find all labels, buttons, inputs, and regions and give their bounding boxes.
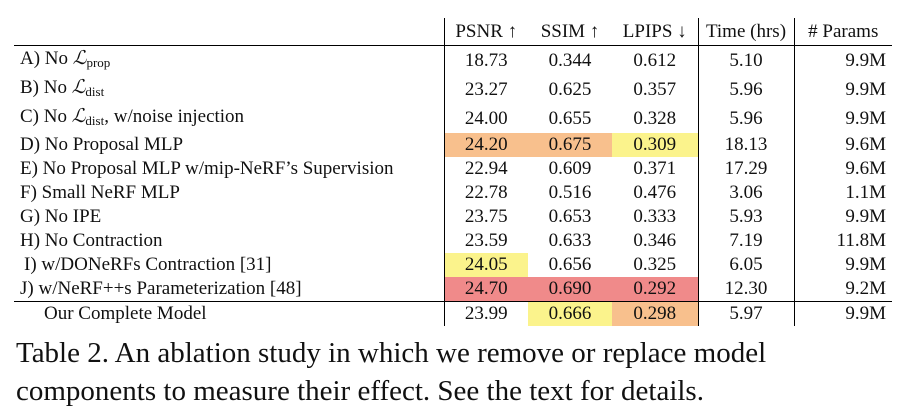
table-row: J) w/NeRF++s Parameterization [48] 24.70 0… (14, 277, 892, 302)
cell-ssim: 0.609 (548, 158, 592, 179)
row-label: I) w/DONeRFs Contraction [31] (24, 254, 272, 275)
row-label: F) Small NeRF MLP (20, 182, 180, 203)
cell-psnr: 23.27 (443, 75, 528, 104)
row-label: C) No ℒdist, w/noise injection (14, 104, 444, 133)
cell-time: 5.97 (697, 301, 794, 326)
row-label: J) w/NeRF++s Parameterization [48] (20, 278, 302, 299)
cell-lpips: 0.357 (633, 78, 677, 100)
cell-time: 12.30 (697, 277, 794, 302)
cell-time: 3.06 (697, 181, 794, 205)
cell-psnr: 24.05 (443, 253, 528, 277)
row-label: A) No ℒprop (14, 46, 444, 76)
cell-ssim: 0.675 (528, 133, 612, 157)
cell-lpips: 0.612 (633, 49, 677, 71)
cell-ssim: 0.516 (548, 182, 592, 203)
cell-psnr: 24.00 (443, 104, 528, 133)
cell-params: 9.9M (793, 253, 892, 277)
table-row: F) Small NeRF MLP 22.78 0.516 0.476 3.06 1.1M (14, 181, 892, 205)
cell-params: 1.1M (793, 181, 892, 205)
cell-lpips: 0.371 (633, 158, 677, 179)
label-text: A) No (20, 48, 73, 69)
header-lpips: LPIPS ↓ (612, 18, 698, 46)
cell-psnr: 22.78 (443, 181, 528, 205)
cell-params: 9.2M (793, 277, 892, 302)
cell-lpips: 0.346 (633, 230, 677, 251)
label-text: B) No (20, 77, 72, 98)
loss-subscript: dist (85, 113, 105, 128)
header-row: PSNR ↑ SSIM ↑ LPIPS ↓ Time (hrs) # Param… (14, 18, 892, 46)
cell-params: 9.9M (793, 301, 892, 326)
loss-subscript: dist (85, 84, 105, 99)
table-row: G) No IPE 23.75 0.653 0.333 5.93 9.9M (14, 205, 892, 229)
cell-ssim: 0.344 (548, 49, 592, 71)
header-method (14, 18, 444, 46)
table-row: D) No Proposal MLP 24.20 0.675 0.309 18.13 9.… (14, 133, 892, 157)
table-row: I) w/DONeRFs Contraction [31] 24.05 0.656 0… (14, 253, 892, 277)
cell-ssim: 0.690 (528, 277, 612, 302)
table-caption: Table 2. An ablation study in which we r… (16, 337, 767, 407)
header-params: # Params (793, 18, 892, 46)
header-time: Time (hrs) (697, 18, 794, 46)
cell-time: 5.93 (697, 205, 794, 229)
cell-ssim: 0.633 (548, 230, 592, 251)
cell-psnr: 24.20 (443, 133, 528, 157)
table-row: C) No ℒdist, w/noise injection 24.00 0.655… (14, 104, 892, 133)
cell-psnr: 24.70 (443, 277, 528, 302)
cell-time: 5.10 (697, 45, 794, 75)
cell-psnr: 18.73 (443, 45, 528, 75)
loss-subscript: prop (86, 55, 111, 70)
cell-ssim: 0.655 (548, 107, 592, 129)
table-row: H) No Contraction 23.59 0.633 0.346 7.19 11.8… (14, 229, 892, 253)
row-label: B) No ℒdist (14, 75, 444, 104)
cell-psnr: 22.94 (443, 157, 528, 181)
cell-params: 9.9M (793, 45, 892, 75)
cell-ssim: 0.625 (548, 78, 592, 100)
cell-params: 11.8M (793, 229, 892, 253)
cell-lpips: 0.292 (612, 277, 698, 302)
cell-lpips: 0.333 (633, 206, 677, 227)
row-label: G) No IPE (20, 206, 102, 227)
final-row: Our Complete Model 23.99 0.666 0.298 5.97 9.9… (14, 301, 892, 326)
cell-time: 17.29 (697, 157, 794, 181)
row-label: D) No Proposal MLP (20, 134, 184, 155)
cell-ssim: 0.653 (548, 206, 592, 227)
cell-params: 9.6M (793, 133, 892, 157)
header-ssim: SSIM ↑ (528, 18, 612, 46)
cell-params: 9.9M (793, 104, 892, 133)
loss-symbol: ℒ (71, 76, 86, 98)
cell-lpips: 0.309 (612, 133, 698, 157)
label-text: C) No (20, 106, 72, 127)
ablation-table-container: PSNR ↑ SSIM ↑ LPIPS ↓ Time (hrs) # Param… (14, 18, 892, 326)
cell-psnr: 23.59 (443, 229, 528, 253)
loss-symbol: ℒ (72, 47, 87, 69)
table-row: E) No Proposal MLP w/mip-NeRF’s Supervis… (14, 157, 892, 181)
cell-time: 5.96 (697, 104, 794, 133)
cell-lpips: 0.298 (612, 301, 698, 326)
row-label: Our Complete Model (14, 301, 444, 326)
cell-time: 6.05 (697, 253, 794, 277)
cell-ssim: 0.666 (528, 301, 612, 326)
header-psnr: PSNR ↑ (443, 18, 528, 46)
table-body: A) No ℒprop 18.73 0.344 0.612 5.10 9.9M B) No … (14, 45, 892, 326)
cell-lpips: 0.476 (633, 182, 677, 203)
cell-time: 18.13 (697, 133, 794, 157)
cell-lpips: 0.328 (633, 107, 677, 129)
label-suffix: , w/noise injection (104, 106, 245, 127)
row-label: E) No Proposal MLP w/mip-NeRF’s Supervis… (20, 158, 394, 179)
row-label: H) No Contraction (20, 230, 163, 251)
cell-lpips: 0.325 (633, 254, 677, 275)
cell-time: 5.96 (697, 75, 794, 104)
loss-symbol: ℒ (71, 105, 86, 127)
cell-params: 9.9M (793, 75, 892, 104)
table-row: B) No ℒdist 23.27 0.625 0.357 5.96 9.9M (14, 75, 892, 104)
cell-time: 7.19 (697, 229, 794, 253)
cell-params: 9.6M (793, 157, 892, 181)
ablation-table: PSNR ↑ SSIM ↑ LPIPS ↓ Time (hrs) # Param… (14, 18, 892, 326)
table-row: A) No ℒprop 18.73 0.344 0.612 5.10 9.9M (14, 45, 892, 76)
cell-params: 9.9M (793, 205, 892, 229)
cell-psnr: 23.75 (443, 205, 528, 229)
cell-psnr: 23.99 (443, 301, 528, 326)
cell-ssim: 0.656 (548, 254, 592, 275)
